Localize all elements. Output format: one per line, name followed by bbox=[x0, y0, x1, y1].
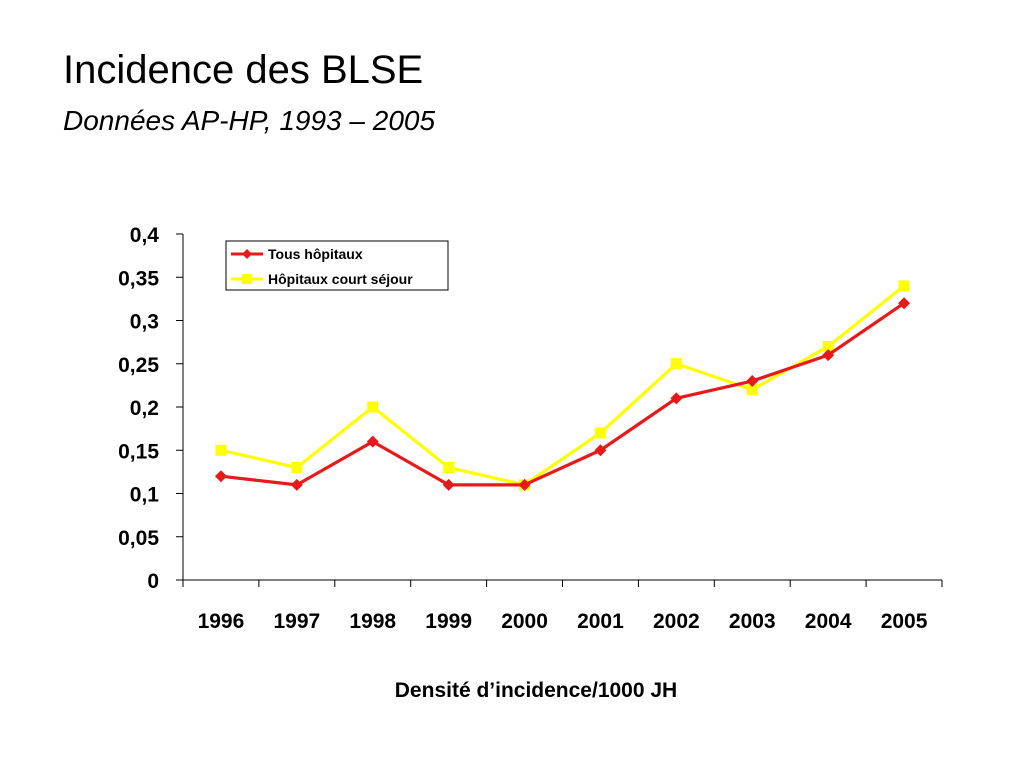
y-tick-label: 0,1 bbox=[130, 484, 160, 507]
data-point bbox=[594, 427, 606, 439]
data-point bbox=[746, 375, 759, 388]
legend-marker bbox=[242, 274, 252, 284]
x-tick-label: 1999 bbox=[425, 610, 472, 633]
data-point bbox=[291, 462, 303, 474]
legend-marker bbox=[242, 249, 252, 259]
x-tick-label: 2002 bbox=[653, 610, 700, 633]
data-point bbox=[366, 435, 379, 448]
y-tick-label: 0,25 bbox=[118, 354, 159, 377]
y-tick-label: 0,4 bbox=[130, 224, 160, 247]
data-point bbox=[822, 349, 835, 362]
data-point bbox=[214, 470, 227, 483]
y-tick-label: 0,35 bbox=[118, 267, 159, 290]
data-point bbox=[670, 392, 683, 405]
legend-item: Tous hôpitaux bbox=[231, 246, 363, 262]
data-point bbox=[670, 358, 682, 370]
x-tick-label: 1997 bbox=[273, 610, 320, 633]
y-tick-label: 0 bbox=[147, 570, 159, 593]
x-tick-label: 2003 bbox=[729, 610, 776, 633]
y-tick-label: 0,3 bbox=[130, 311, 159, 334]
series-1 bbox=[214, 297, 911, 491]
slide-subtitle: Données AP-HP, 1993 – 2005 bbox=[63, 105, 436, 136]
x-tick-label: 2004 bbox=[805, 610, 852, 633]
series-line bbox=[220, 301, 905, 487]
data-point bbox=[898, 297, 911, 310]
data-point bbox=[443, 462, 455, 474]
y-tick-label: 0,05 bbox=[118, 527, 159, 550]
slide-title: Incidence des BLSE bbox=[63, 48, 424, 92]
legend-item: Hôpitaux court séjour bbox=[231, 271, 413, 287]
x-tick-label: 1996 bbox=[198, 610, 245, 633]
x-tick-label: 2001 bbox=[577, 610, 624, 633]
x-axis-title: Densité d’incidence/1000 JH bbox=[395, 679, 677, 702]
data-point bbox=[746, 384, 758, 396]
y-tick-label: 0,15 bbox=[118, 440, 159, 463]
y-axis: 0 0,05 0,1 0,15 0,2 0,25 0,3 0,35 0,4 bbox=[118, 224, 184, 593]
x-tick-label: 2000 bbox=[501, 610, 548, 633]
data-point bbox=[518, 478, 531, 491]
y-tick-label: 0,2 bbox=[130, 397, 159, 420]
data-point bbox=[898, 280, 910, 292]
data-point bbox=[822, 340, 834, 352]
data-point bbox=[442, 478, 455, 491]
series-lines bbox=[214, 280, 911, 491]
x-axis: 1996 1997 1998 1999 2000 2001 2002 2003 2004 2005 bbox=[182, 579, 943, 633]
data-point bbox=[367, 401, 379, 413]
series-line bbox=[220, 284, 906, 487]
legend-label: Hôpitaux court séjour bbox=[268, 271, 413, 287]
data-point bbox=[215, 444, 227, 456]
legend-box bbox=[225, 240, 449, 291]
legend: Tous hôpitaux Hôpitaux court séjour bbox=[225, 240, 449, 291]
x-tick-label: 2005 bbox=[881, 610, 928, 633]
x-tick-label: 1998 bbox=[349, 610, 396, 633]
legend-label: Tous hôpitaux bbox=[268, 246, 363, 262]
data-point bbox=[290, 478, 303, 491]
series-2 bbox=[215, 280, 910, 491]
data-point bbox=[594, 444, 607, 457]
